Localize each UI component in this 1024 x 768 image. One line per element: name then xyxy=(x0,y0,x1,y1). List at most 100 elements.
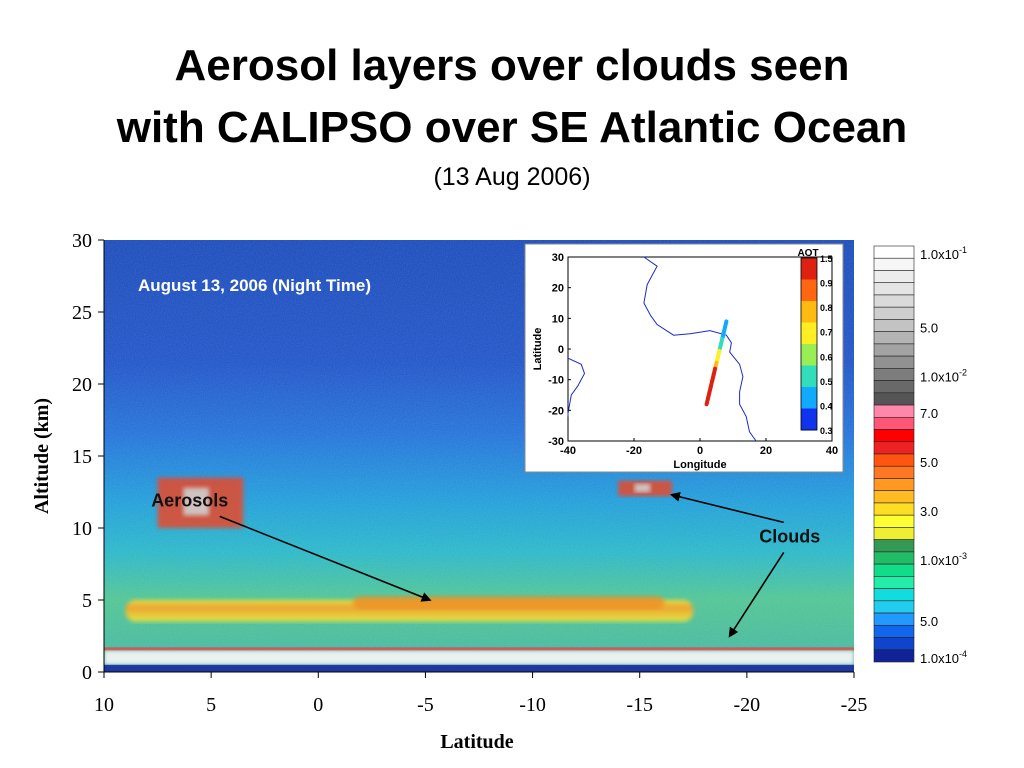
colorbar-swatch xyxy=(873,392,915,406)
feature-low-cloud xyxy=(104,647,854,672)
inset-x-tick-label: 20 xyxy=(760,445,772,457)
colorbar-swatch xyxy=(873,441,915,455)
y-axis-label: Altitude (km) xyxy=(31,398,53,514)
colorbar-swatch xyxy=(873,368,915,381)
colorbar-swatch xyxy=(873,453,915,467)
annotation-arrow xyxy=(728,551,785,638)
inset-x-tick-label: 0 xyxy=(697,445,703,457)
colorbar-swatch xyxy=(873,514,915,528)
inset-map: -40 -20 0 20 40 30 20 10 0 -10 -20 -30 Longitude La… xyxy=(524,243,844,473)
inset-axes xyxy=(567,256,833,442)
colorbar-label: 1.0x10-3 xyxy=(920,551,967,568)
attenuated-region xyxy=(104,664,854,672)
inset-x-tick-label: 40 xyxy=(826,445,838,457)
annotation-arrow xyxy=(669,491,784,524)
annotation-label: Aerosols xyxy=(151,490,228,510)
colorbar-swatch xyxy=(873,429,915,443)
inset-colorbar-swatch xyxy=(801,279,817,302)
colorbar-swatch xyxy=(873,502,915,516)
cloud-core xyxy=(183,487,209,516)
subtitle: (13 Aug 2006) xyxy=(433,163,591,191)
colorbar-swatch xyxy=(873,416,915,430)
colorbar-swatch xyxy=(873,551,915,565)
inset-y-tick-label: 10 xyxy=(552,313,564,325)
title-line-2: with CALIPSO over SE Atlantic Ocean xyxy=(116,103,908,152)
x-tick-label: 0 xyxy=(313,694,323,716)
inset-colorbar-label: 0.9 xyxy=(820,279,833,289)
inset-y-label: Latitude xyxy=(532,328,544,371)
inset-colorbar-swatch xyxy=(801,365,817,388)
inset-x-label: Longitude xyxy=(673,459,726,471)
colorbar-label: 3.0 xyxy=(920,504,938,519)
y-tick-label: 25 xyxy=(72,302,92,324)
inset-colorbar-title: AOT xyxy=(797,248,818,259)
inset-x-tick-label: -20 xyxy=(626,445,642,457)
panel-label: August 13, 2006 (Night Time) xyxy=(138,276,371,295)
colorbar-swatch xyxy=(873,306,915,320)
x-tick-label: -25 xyxy=(841,694,868,716)
colorbar-swatch xyxy=(873,245,915,259)
colorbar-swatch xyxy=(873,319,915,332)
inset-colorbar-swatch xyxy=(801,322,817,345)
y-tick-label: 15 xyxy=(72,446,92,468)
cloud-band xyxy=(104,650,854,665)
x-tick-label: -20 xyxy=(734,694,761,716)
colorbar-swatch xyxy=(873,478,915,492)
inset-y-tick-label: 30 xyxy=(552,252,564,264)
inset-colorbar-label: 0.4 xyxy=(820,401,833,411)
colorbar-swatch xyxy=(873,282,915,296)
colorbar-swatch xyxy=(873,270,915,284)
colorbar-label: 7.0 xyxy=(920,406,938,421)
inset-colorbar-label: 1.5 xyxy=(820,254,833,264)
inset-colorbar-swatch xyxy=(801,387,817,409)
x-tick-label: 5 xyxy=(206,694,216,716)
colorbar-swatch xyxy=(873,294,915,308)
colorbar-swatch xyxy=(873,588,915,602)
colorbar-label: 5.0 xyxy=(920,614,938,629)
colorbar-swatch xyxy=(873,576,915,589)
colorbar-label: 1.0x10-4 xyxy=(920,649,967,666)
inset-colorbar-swatch xyxy=(801,301,817,323)
colorbar-swatch xyxy=(873,404,915,418)
colorbar-swatch xyxy=(873,637,915,651)
inset-colorbar-label: 0.3 xyxy=(820,426,833,436)
colorbar-swatch xyxy=(873,355,915,369)
x-tick-label: 10 xyxy=(94,694,114,716)
inset-colorbar-label: 0.8 xyxy=(820,303,833,313)
colorbar-label: 5.0 xyxy=(920,455,938,470)
y-tick-label: 10 xyxy=(72,518,92,540)
title-line-1: Aerosol layers over clouds seen xyxy=(174,41,850,90)
y-tick-label: 5 xyxy=(82,590,92,612)
colorbar-swatch xyxy=(873,539,915,553)
colorbar-swatch xyxy=(873,380,915,394)
x-tick-label: -5 xyxy=(417,694,434,716)
colorbar-swatch xyxy=(873,649,915,663)
y-tick-label: 0 xyxy=(82,662,92,684)
inset-colorbar-swatch xyxy=(801,408,817,431)
annotation-arrow xyxy=(219,515,432,602)
colorbar-swatch xyxy=(873,600,915,614)
colorbar-swatch xyxy=(873,490,915,504)
x-axis-label: Latitude xyxy=(440,731,513,753)
inset-colorbar-label: 0.6 xyxy=(820,352,833,362)
colorbar-swatch xyxy=(873,612,915,626)
colorbar-swatch xyxy=(873,331,915,345)
colorbar-swatch xyxy=(873,527,915,540)
colorbar: 1.0x10-1 5.0 1.0x10-2 7.0 5.0 3.0 1.0x10-3 5.0 1… xyxy=(873,245,967,666)
aerosol-core xyxy=(352,596,665,609)
y-tick-label: 20 xyxy=(72,374,92,396)
inset-colorbar-swatch xyxy=(801,258,817,280)
inset-y-tick-label: 20 xyxy=(552,283,564,295)
inset-colorbar-swatch xyxy=(801,344,817,366)
colorbar-swatch xyxy=(873,343,915,357)
colorbar-swatch xyxy=(873,563,915,577)
inset-colorbar-label: 0.7 xyxy=(820,328,833,338)
feature-high-cloud xyxy=(618,480,672,497)
x-tick-label: -15 xyxy=(626,694,653,716)
colorbar-label: 5.0 xyxy=(920,321,938,336)
inset-y-tick-label: -30 xyxy=(548,436,564,448)
inset-colorbar-label: 0.5 xyxy=(820,377,833,387)
inset-y-tick-label: -10 xyxy=(548,375,564,387)
inset-colorbar-frame xyxy=(800,257,818,431)
